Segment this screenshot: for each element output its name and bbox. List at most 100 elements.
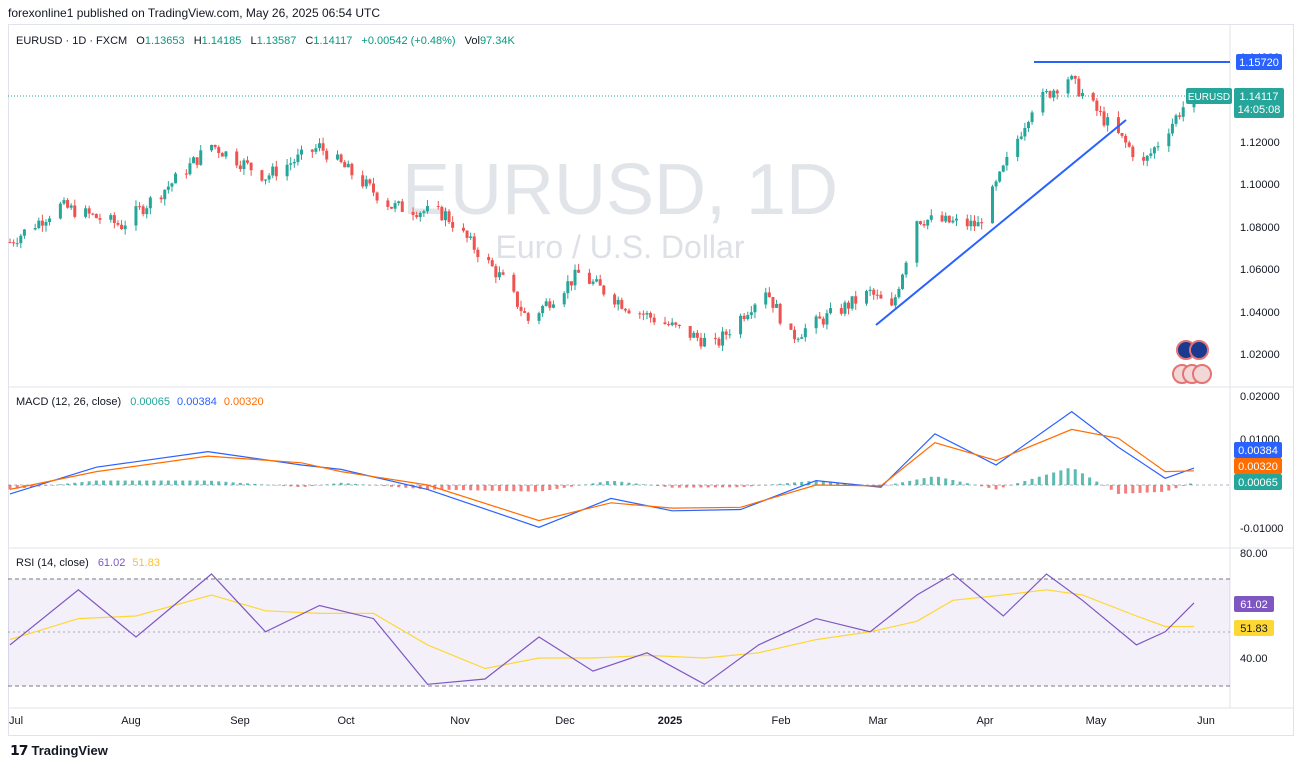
macd-histogram-bar [634, 483, 638, 485]
candle-body [98, 218, 102, 220]
candle-body [300, 149, 304, 155]
candle-body [501, 272, 505, 275]
chart-frame[interactable] [8, 24, 1294, 736]
bar-countdown: 14:05:08 [1238, 104, 1281, 116]
macd-histogram-bar [15, 485, 19, 489]
candle-body [1098, 110, 1102, 112]
candle-body [998, 171, 1002, 182]
macd-histogram-bar [541, 485, 545, 492]
ascending-trendline[interactable] [875, 119, 1127, 326]
economic-events[interactable] [1172, 340, 1212, 384]
price-axis[interactable]: 1.14000 1.12000 1.10000 1.08000 1.06000 … [1240, 52, 1280, 361]
candle-body [922, 223, 926, 226]
candle-body [15, 243, 19, 245]
candle-body [1030, 112, 1034, 123]
candle-body [663, 322, 667, 325]
macd-histogram-bar [497, 485, 501, 491]
eu-flag-icon[interactable] [1189, 340, 1209, 360]
candle-body [48, 218, 52, 223]
candle-body [850, 296, 854, 309]
macd-histogram-bar [627, 482, 631, 485]
candle-body [184, 173, 188, 175]
macd-histogram-bar [749, 485, 753, 487]
candle-body [1001, 165, 1005, 172]
candle-body [595, 279, 599, 282]
candle-body [796, 338, 800, 340]
macd-histogram-bar [901, 482, 905, 485]
candle-body [490, 260, 494, 267]
macd-histogram-bar [80, 482, 84, 485]
rsi-ma-line [9, 589, 1194, 670]
us-flag-icon[interactable] [1192, 364, 1212, 384]
candle-body [461, 227, 465, 231]
macd-histogram-bar [649, 485, 653, 486]
candle-body [37, 220, 41, 229]
rsi-value: 61.02 [98, 557, 126, 569]
candle-body [195, 157, 199, 165]
time-tick: Aug [121, 715, 141, 727]
candle-body [569, 281, 573, 286]
legend-close: 1.14117 [313, 35, 352, 47]
candle-body [292, 162, 296, 164]
macd-histogram-bar [1167, 485, 1171, 491]
macd-histogram-bar [1037, 476, 1041, 485]
candle-body [865, 290, 869, 304]
candle-body [724, 331, 728, 335]
candle-body [814, 316, 818, 329]
time-axis[interactable]: Jul Aug Sep Oct Nov Dec 2025 Feb Mar Apr… [9, 715, 1215, 727]
macd-histogram-bar [742, 485, 746, 487]
candle-body [1095, 100, 1099, 111]
chart-canvas[interactable]: EURUSD, 1D Euro / U.S. Dollar EURUSD · 1… [0, 0, 1302, 740]
macd-histogram-bar [303, 485, 307, 487]
candle-body [123, 225, 127, 230]
rsi-tick: 80.00 [1240, 548, 1268, 560]
macd-histogram-bar [238, 482, 242, 485]
candle-body [87, 208, 91, 214]
watermark-subtitle: Euro / U.S. Dollar [496, 229, 745, 265]
candle-body [494, 266, 498, 278]
candle-body [994, 181, 998, 187]
candle-body [544, 301, 548, 306]
candle-body [260, 170, 264, 181]
macd-histogram-bar [1073, 469, 1077, 485]
candle-body [314, 148, 318, 152]
candle-body [1120, 133, 1124, 136]
macd-histogram-bar [1059, 470, 1063, 485]
candle-body [890, 298, 894, 306]
macd-histogram-bar [728, 485, 732, 488]
candle-body [778, 303, 782, 324]
macd-histogram-bar [1131, 485, 1135, 494]
candle-body [746, 315, 750, 320]
macd-histogram-bar [181, 480, 185, 485]
macd-signal-line [9, 428, 1195, 522]
candle-body [703, 337, 707, 347]
candle-body [969, 220, 973, 227]
candle-body [415, 215, 419, 218]
candle-body [487, 257, 491, 261]
candle-body [242, 160, 246, 170]
candle-body [91, 213, 95, 215]
candle-body [163, 189, 167, 200]
macd-histogram-bar [569, 485, 573, 487]
candle-body [84, 208, 88, 217]
candle-body [843, 302, 847, 314]
macd-histogram-bar [1174, 485, 1178, 489]
candle-body [400, 201, 404, 212]
signal-tag [1234, 458, 1282, 474]
tradingview-logo-icon: 𝟭𝟳 [10, 742, 29, 758]
time-tick: 2025 [658, 715, 682, 727]
macd-histogram-bar [66, 483, 70, 485]
candle-body [22, 229, 26, 236]
macd-histogram-bar [274, 485, 278, 486]
macd-histogram-bar [972, 484, 976, 486]
macd-histogram-bar [1030, 478, 1034, 485]
candle-body [66, 200, 70, 208]
candle-body [285, 164, 289, 177]
candle-body [1070, 75, 1074, 80]
candle-body [728, 334, 732, 336]
candle-body [1181, 107, 1185, 117]
main-legend: EURUSD · 1D · FXCM O1.13653 H1.14185 L1.… [16, 35, 515, 47]
candle-body [8, 242, 12, 244]
macd-histogram-bar [706, 485, 710, 488]
candle-body [519, 306, 523, 312]
